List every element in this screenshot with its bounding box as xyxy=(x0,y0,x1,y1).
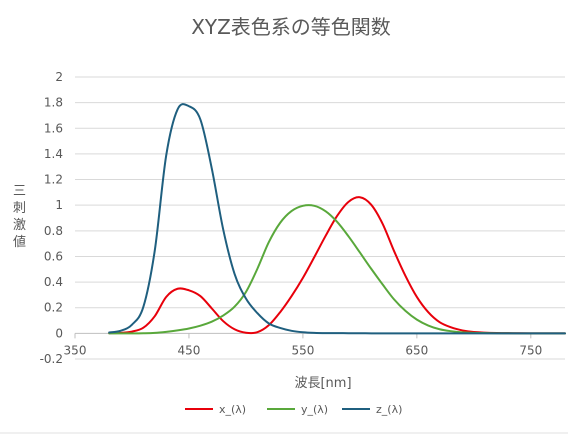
x-tick-label: 650 xyxy=(405,343,428,357)
legend-label: x_(λ) xyxy=(219,403,246,416)
series-line-1 xyxy=(108,196,566,335)
y-tick-label: 0.4 xyxy=(44,275,63,289)
legend: x_(λ) y_(λ) z_(λ) xyxy=(185,403,402,416)
legend-item: x_(λ) xyxy=(185,403,246,416)
y-tick-label: 0 xyxy=(55,326,63,340)
x-axis-label: 波長[nm] xyxy=(294,376,351,391)
y-tick-label: 0.6 xyxy=(44,249,63,263)
legend-item: z_(λ) xyxy=(342,403,402,416)
y-tick-label: 1 xyxy=(55,198,63,212)
x-tick-label: 750 xyxy=(519,343,542,357)
x-axis-ticks: 350 450 550 650 750 xyxy=(64,333,542,357)
x-tick-label: 350 xyxy=(64,343,87,357)
series-line-3 xyxy=(108,103,566,335)
y-tick-label: 1.6 xyxy=(44,121,63,135)
y-tick-label: 1.4 xyxy=(44,147,63,161)
series-line-2 xyxy=(108,204,566,335)
x-tick-label: 450 xyxy=(178,343,201,357)
x-tick-label: 550 xyxy=(291,343,314,357)
legend-label: z_(λ) xyxy=(376,403,402,416)
y-axis-label: 三刺激値 xyxy=(13,184,26,250)
y-tick-label: 0.2 xyxy=(44,301,63,315)
series-lines xyxy=(108,103,566,335)
legend-item: y_(λ) xyxy=(267,403,328,416)
y-tick-label: -0.2 xyxy=(40,352,63,366)
y-tick-label: 1.2 xyxy=(44,173,63,187)
y-axis-ticks: -0.2 0 0.2 0.4 0.6 0.8 1 1.2 1.4 1.6 1.8 2 xyxy=(40,70,63,366)
y-tick-label: 0.8 xyxy=(44,224,63,238)
legend-label: y_(λ) xyxy=(301,403,328,416)
chart-title: XYZ表色系の等色関数 xyxy=(191,15,391,39)
y-tick-label: 2 xyxy=(55,70,63,84)
y-tick-label: 1.8 xyxy=(44,96,63,110)
